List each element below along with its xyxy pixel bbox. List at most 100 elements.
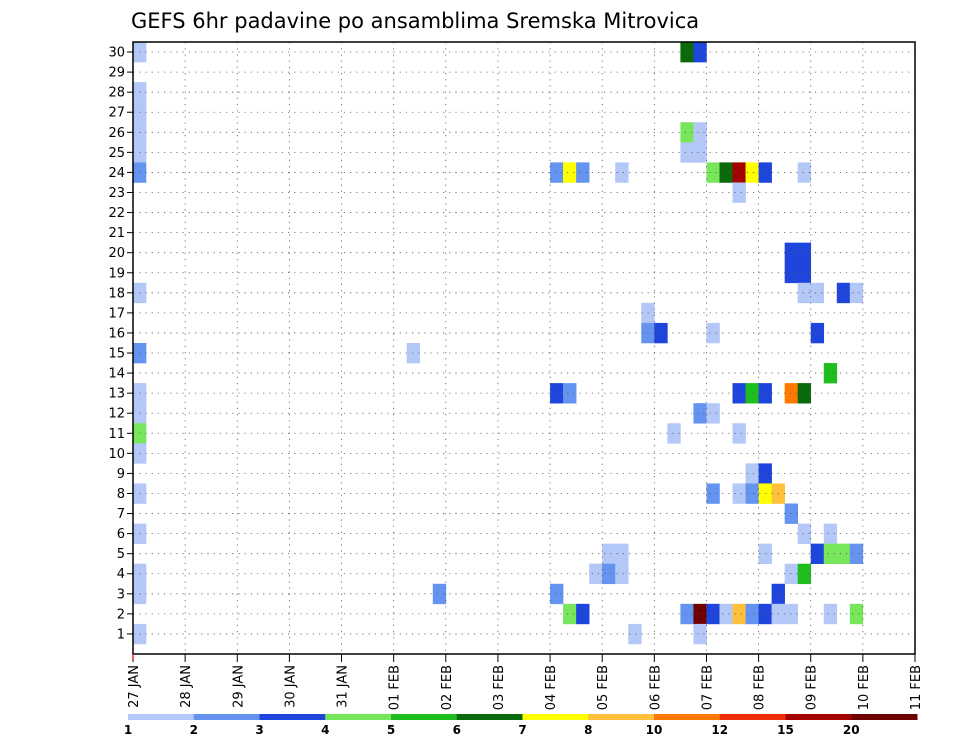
y-tick-label-4: 4 [117, 567, 125, 582]
x-tick-label-8: 04 FEB [544, 665, 559, 710]
y-tick-label-19: 19 [108, 266, 125, 281]
y-tick-label-7: 7 [117, 507, 125, 522]
cell-53 [758, 383, 772, 404]
colorbar: 1 2 3 4 5 6 7 8 10 12 15 20 [124, 714, 918, 737]
cell-62 [732, 483, 746, 504]
x-axis: 27 JAN 28 JAN 29 JAN 30 JAN 31 JAN 01 FEB 02 F… [127, 654, 924, 710]
cell-57 [706, 403, 720, 424]
y-tick-label-14: 14 [108, 367, 125, 382]
y-tick-label-28: 28 [108, 86, 125, 101]
cell-81 [732, 603, 746, 625]
colorbar-label-2: 2 [190, 723, 198, 737]
x-tick-label-10: 06 FEB [648, 665, 663, 710]
colorbar-label-1: 1 [124, 723, 132, 737]
x-tick-label-1: 28 JAN [179, 665, 194, 708]
y-tick-label-15: 15 [108, 347, 125, 362]
cell-22 [550, 383, 564, 404]
x-tick-label-4: 31 JAN [336, 665, 351, 708]
cell-88 [693, 623, 707, 645]
cell-58 [732, 423, 746, 444]
colorbar-label-5: 5 [387, 723, 395, 737]
cell-26 [576, 603, 590, 625]
cell-77 [680, 603, 694, 625]
cell-41 [693, 122, 707, 143]
colorbar-label-20: 20 [843, 723, 860, 737]
y-tick-label-29: 29 [108, 66, 125, 81]
y-tick-label-25: 25 [108, 146, 125, 161]
y-tick-label-6: 6 [117, 527, 125, 542]
cell-32 [615, 563, 629, 585]
y-tick-label-22: 22 [108, 206, 125, 221]
cell-86 [823, 603, 838, 625]
y-tick-label-18: 18 [108, 286, 125, 301]
cell-47 [745, 162, 759, 183]
x-tick-label-5: 01 FEB [388, 665, 403, 710]
cells-layer [133, 42, 864, 645]
chart-title: GEFS 6hr padavine po ansamblima Sremska … [131, 9, 699, 33]
x-tick-label-2: 29 JAN [231, 665, 246, 708]
cell-51 [732, 383, 746, 404]
y-tick-label-16: 16 [108, 326, 125, 341]
x-tick-label-6: 02 FEB [440, 665, 455, 710]
cell-63 [745, 483, 759, 504]
cell-45 [719, 162, 733, 183]
y-tick-label-3: 3 [117, 587, 125, 602]
cell-30 [589, 563, 603, 585]
y-tick-label-10: 10 [108, 447, 125, 462]
colorbar-segment-10 [785, 714, 852, 720]
x-tick-label-0: 27 JAN [127, 665, 142, 708]
cell-72 [836, 543, 851, 565]
colorbar-label-4: 4 [321, 723, 329, 737]
colorbar-segment-1 [193, 714, 260, 720]
cell-23 [563, 383, 577, 404]
cell-37 [667, 423, 681, 444]
cell-28 [602, 543, 616, 565]
cell-83 [758, 603, 772, 625]
cell-42 [680, 142, 694, 163]
y-tick-label-11: 11 [108, 427, 125, 442]
colorbar-label-15: 15 [777, 723, 794, 737]
cell-50 [706, 322, 720, 344]
y-tick-label-8: 8 [117, 487, 125, 502]
colorbar-label-12: 12 [711, 723, 728, 737]
x-tick-label-3: 30 JAN [283, 665, 298, 708]
cell-94 [797, 282, 812, 304]
cell-48 [758, 162, 772, 183]
cell-39 [693, 42, 707, 63]
cell-20 [563, 162, 577, 183]
y-tick-label-2: 2 [117, 607, 125, 622]
y-axis: 1234567891011121314151617181920212223242… [108, 46, 133, 642]
y-tick-label-21: 21 [108, 226, 125, 241]
cell-69 [758, 543, 772, 565]
x-tick-label-13: 09 FEB [805, 665, 820, 710]
y-tick-label-12: 12 [108, 407, 125, 422]
colorbar-label-6: 6 [453, 723, 461, 737]
cell-80 [719, 603, 733, 625]
x-tick-label-7: 03 FEB [492, 665, 507, 710]
cell-68 [823, 523, 838, 544]
cell-49 [732, 182, 746, 203]
cell-40 [680, 122, 694, 143]
cell-56 [693, 403, 707, 424]
cell-96 [836, 282, 851, 304]
colorbar-segment-9 [719, 714, 786, 720]
x-tick-label-14: 10 FEB [857, 665, 872, 710]
x-tick-label-9: 05 FEB [596, 665, 611, 710]
y-tick-label-17: 17 [108, 306, 125, 321]
cell-78 [693, 603, 707, 625]
colorbar-segment-7 [588, 714, 655, 720]
cell-29 [615, 543, 629, 565]
cell-71 [823, 543, 838, 565]
colorbar-segment-0 [128, 714, 195, 720]
colorbar-segment-11 [851, 714, 918, 720]
grid-layer [133, 42, 915, 654]
cell-55 [797, 383, 812, 404]
cell-27 [615, 162, 629, 183]
cell-82 [745, 603, 759, 625]
y-tick-label-9: 9 [117, 467, 125, 482]
cell-38 [680, 42, 694, 63]
colorbar-segment-6 [522, 714, 589, 720]
cell-70 [810, 543, 825, 565]
cell-98 [810, 322, 825, 344]
